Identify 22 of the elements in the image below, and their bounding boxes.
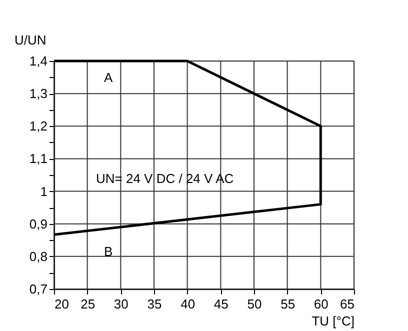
y-tick-label: 0,9 [29, 216, 48, 232]
x-tick-label: 25 [80, 296, 96, 312]
x-tick-label: 30 [114, 296, 128, 312]
x-tick-label: 60 [314, 296, 328, 312]
y-axis-title: U/UN [14, 32, 46, 48]
y-tick-label: 0,7 [29, 282, 48, 296]
x-tick-label: 65 [340, 296, 354, 312]
annotation: B [104, 244, 113, 259]
x-tick-label: 40 [180, 296, 196, 312]
x-tick-label: 55 [280, 296, 296, 312]
y-tick-label: 1 [40, 184, 48, 199]
y-tick-label: 1,4 [29, 54, 48, 68]
y-tick-label: 0,8 [29, 248, 48, 264]
x-tick-label: 50 [247, 296, 262, 312]
annotation: A [104, 70, 113, 85]
x-tick-label: 45 [214, 296, 228, 312]
y-tick-label: 1,2 [29, 118, 48, 134]
x-tick-label: 35 [147, 296, 162, 312]
x-axis-title: TU [°C] [312, 314, 354, 328]
y-tick-label: 1,3 [29, 86, 48, 102]
y-tick-label: 1,1 [29, 151, 48, 166]
x-tick-label: 20 [54, 296, 69, 312]
